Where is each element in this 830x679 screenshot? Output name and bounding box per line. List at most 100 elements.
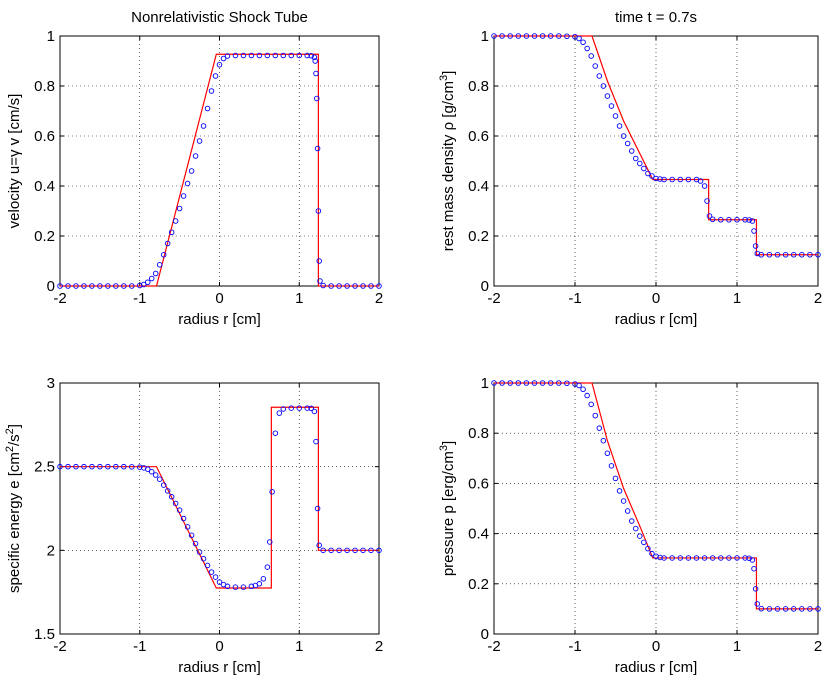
velocity-numerical-point [311,54,318,61]
velocity-numerical-point [160,251,167,258]
velocity-numerical-point [212,73,219,79]
density-numerical-point [515,33,522,39]
velocity-numerical-point [192,153,199,159]
density-numerical-point [564,33,570,40]
pressure-y-tick-label: 0.2 [468,576,489,593]
pressure-numerical-point [531,380,538,386]
pressure-numerical-point [491,380,497,386]
velocity-numerical-point [196,138,203,144]
density-numerical-point [539,33,546,39]
pressure-x-tick-label: 1 [733,638,741,655]
density-numerical-point [523,33,530,39]
density-numerical-point [616,123,623,129]
energy-x-tick-label: -2 [53,638,66,655]
energy-numerical-point [308,405,314,412]
energy-numerical-point [376,547,382,554]
density-numerical-point [653,175,659,182]
density-numerical-point [657,176,663,182]
pressure-y-axis-label: pressure p [erg/cm3] [438,441,457,576]
energy-x-tick-label: 0 [215,638,223,655]
density-numerical-point [677,176,684,183]
velocity-y-tick-label: 0.6 [34,128,55,145]
pressure-numerical-point [754,601,761,607]
energy-numerical-point [360,547,366,554]
density-numerical-point [718,216,724,223]
pressure-numerical-point [523,380,530,386]
density-numerical-point [751,228,757,234]
energy-numerical-point [311,408,318,415]
density-numerical-point [576,35,582,42]
pressure-numerical-point [641,539,647,546]
velocity-y-tick-label: 1 [47,28,55,45]
density-numerical-point [649,173,655,179]
pressure-numerical-point [734,555,740,561]
velocity-x-tick-label: 1 [295,290,303,307]
density-y-tick-label: 1 [481,28,489,45]
energy-numerical-point [105,463,111,470]
energy-numerical-point [57,463,63,470]
energy-numerical-point [196,549,203,555]
density-y-axis-label: rest mass density ρ [g/cm3] [438,71,457,252]
pressure-numerical-point [749,557,756,563]
velocity-numerical-point [89,283,95,289]
pressure-numerical-point [758,605,765,612]
velocity-y-tick-label: 0.4 [34,178,55,195]
pressure-numerical-point [633,525,639,532]
energy-numerical-point [168,494,175,500]
density-numerical-point [507,33,513,39]
velocity-numerical-point [113,283,119,289]
density-numerical-point [726,216,732,223]
pressure-x-tick-label: -1 [568,638,581,655]
velocity-y-tick-label: 0.2 [34,228,55,245]
velocity-numerical-point [81,283,87,289]
velocity-x-tick-label: 0 [215,290,223,307]
pressure-numerical-point [499,380,505,386]
pressure-numerical-point [649,550,655,557]
density-numerical-point [600,83,607,89]
density-numerical-point [815,251,821,258]
density-numerical-point [758,251,765,258]
pressure-numerical-point [774,606,781,612]
velocity-numerical-point [129,283,135,289]
velocity-numerical-point [144,279,151,286]
energy-numerical-point [264,564,271,570]
velocity-numerical-point [256,52,263,59]
velocity-panel: -2 -1 0 1 2 0 0.2 0.4 0.6 0.8 1 Nonrelativistic Sho… [6,9,383,328]
density-numerical-point [612,113,619,119]
velocity-numerical-point [224,53,231,59]
pressure-numerical-point [701,555,708,561]
velocity-numerical-point [352,283,358,289]
energy-numerical-point [216,579,223,585]
density-x-tick-label: -1 [568,290,581,307]
energy-numerical-point [172,500,179,507]
pressure-numerical-point [669,555,675,561]
velocity-numerical-point [168,229,175,235]
energy-y-tick-label: 3 [47,375,55,392]
density-numerical-point [709,216,716,222]
pressure-numerical-point [645,545,651,552]
pressure-numerical-point [815,606,821,612]
energy-numerical-point [152,472,159,478]
velocity-title: Nonrelativistic Shock Tube [131,9,308,26]
energy-exact-line [60,406,379,589]
density-numerical-point [499,33,505,39]
energy-numerical-point [320,547,326,554]
energy-numerical-point [313,438,319,445]
pressure-numerical-point [726,555,732,561]
pressure-numerical-point [564,380,570,387]
energy-numerical-point [192,540,199,547]
density-numerical-point [704,198,710,204]
energy-numerical-point [280,406,287,412]
velocity-numerical-point [308,53,314,59]
energy-numerical-point [144,466,151,472]
pressure-numerical-point [596,425,603,431]
velocity-numerical-point [240,52,247,59]
velocity-x-axis-label: radius r [cm] [178,311,261,328]
velocity-numerical-point [344,283,350,289]
pressure-numerical-point [709,555,716,561]
pressure-numerical-point [612,475,619,482]
density-y-tick-label: 0.6 [468,128,489,145]
velocity-numerical-point [148,275,155,282]
pressure-numerical-point [752,586,759,592]
